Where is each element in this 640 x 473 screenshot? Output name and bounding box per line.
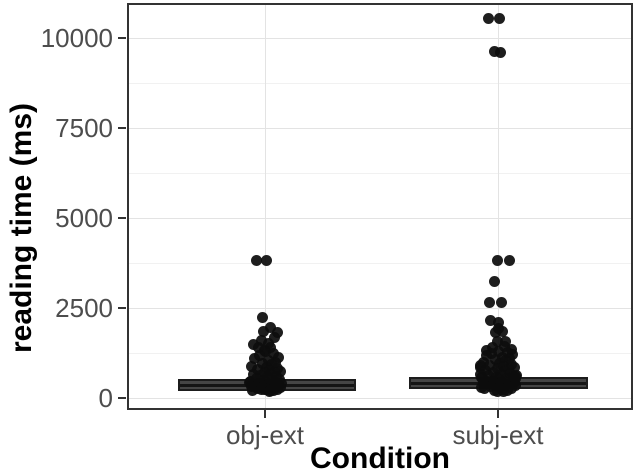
y-gridline-major bbox=[127, 307, 633, 309]
y-gridline-minor bbox=[127, 262, 633, 264]
data-point bbox=[480, 350, 492, 362]
y-gridline-major bbox=[127, 217, 633, 219]
data-point bbox=[492, 345, 504, 357]
data-point bbox=[495, 297, 507, 309]
y-tick-mark bbox=[118, 397, 126, 399]
y-gridline-major bbox=[127, 127, 633, 129]
y-tick-label: 5000 bbox=[55, 203, 113, 233]
data-point bbox=[491, 336, 503, 348]
data-point bbox=[483, 359, 495, 371]
data-point bbox=[482, 13, 494, 25]
x-gridline bbox=[497, 3, 499, 410]
data-point bbox=[255, 384, 267, 396]
data-point bbox=[503, 254, 515, 266]
data-point bbox=[488, 275, 500, 287]
x-tick-mark bbox=[264, 410, 266, 418]
data-point bbox=[493, 13, 505, 25]
y-gridline-major bbox=[127, 397, 633, 399]
y-gridline-minor bbox=[127, 352, 633, 354]
y-tick-label: 10000 bbox=[40, 23, 113, 53]
data-point bbox=[245, 360, 257, 372]
data-point bbox=[252, 341, 264, 353]
data-point bbox=[264, 321, 276, 333]
data-point bbox=[248, 353, 260, 365]
data-point bbox=[255, 334, 267, 346]
data-point bbox=[491, 254, 503, 266]
data-point bbox=[483, 297, 495, 309]
y-gridline-minor bbox=[127, 172, 633, 174]
data-point bbox=[508, 361, 520, 373]
data-point bbox=[259, 346, 271, 358]
x-axis-title: Condition bbox=[310, 442, 450, 473]
data-point bbox=[497, 386, 509, 398]
y-tick-mark bbox=[118, 37, 126, 39]
y-gridline-minor bbox=[127, 82, 633, 84]
data-point bbox=[268, 331, 280, 343]
y-gridline-major bbox=[127, 37, 633, 39]
y-tick-label: 7500 bbox=[55, 113, 113, 143]
x-gridline bbox=[264, 3, 266, 410]
data-point bbox=[260, 255, 272, 267]
data-point bbox=[491, 385, 503, 397]
data-point bbox=[250, 255, 262, 267]
data-point bbox=[486, 342, 498, 354]
data-point bbox=[498, 340, 510, 352]
data-point bbox=[482, 370, 494, 382]
data-point bbox=[494, 46, 506, 58]
data-point bbox=[246, 385, 258, 396]
data-point bbox=[251, 363, 263, 375]
data-point bbox=[478, 383, 490, 395]
y-tick-mark bbox=[118, 307, 126, 309]
data-point bbox=[263, 385, 275, 397]
data-point bbox=[488, 46, 500, 58]
data-point bbox=[257, 325, 269, 337]
plot-panel bbox=[127, 3, 633, 410]
data-point bbox=[496, 325, 508, 337]
data-point bbox=[484, 315, 496, 327]
x-tick-mark bbox=[497, 410, 499, 418]
x-tick-label: subj-ext bbox=[452, 420, 544, 450]
y-tick-label: 0 bbox=[98, 383, 113, 413]
y-tick-mark bbox=[118, 217, 126, 219]
y-tick-mark bbox=[118, 127, 126, 129]
data-point bbox=[256, 311, 268, 323]
x-tick-label: obj-ext bbox=[225, 420, 305, 450]
y-axis-title: reading time (ms) bbox=[5, 102, 38, 354]
data-point bbox=[274, 365, 286, 377]
data-point bbox=[489, 326, 501, 338]
y-tick-label: 2500 bbox=[55, 293, 113, 323]
